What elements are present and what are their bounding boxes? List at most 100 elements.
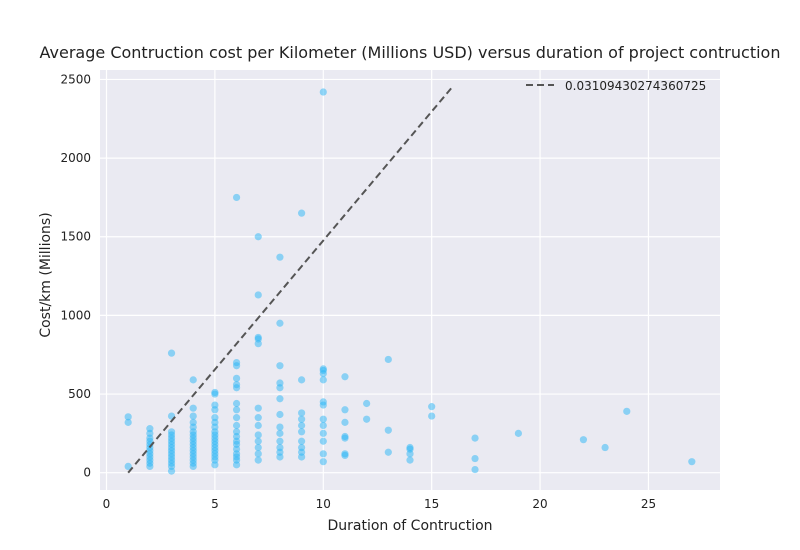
y-axis-ticks: 0 500 1000 1500 2000 2500 [60, 72, 91, 479]
scatter-point [124, 462, 132, 471]
scatter-point [623, 407, 631, 415]
scatter-point [276, 379, 284, 387]
scatter-point [298, 421, 306, 430]
scatter-point [276, 253, 284, 261]
legend: 0.03109430274360725 [526, 79, 706, 93]
scatter-point [232, 414, 241, 422]
scatter-point [384, 426, 392, 434]
scatter-point [471, 434, 479, 442]
scatter-point [254, 421, 262, 430]
scatter-point [406, 443, 414, 452]
data-points [124, 88, 696, 475]
scatter-point [124, 413, 132, 421]
scatter-point [471, 454, 479, 463]
x-tick-label: 15 [424, 497, 439, 511]
scatter-point [254, 450, 262, 458]
scatter-point [319, 429, 327, 437]
scatter-point [601, 443, 609, 452]
scatter-point [189, 418, 197, 426]
scatter-point [406, 456, 414, 464]
scatter-point [232, 381, 241, 389]
scatter-point [298, 376, 306, 384]
scatter-point [298, 409, 306, 417]
scatter-point [319, 437, 327, 445]
scatter-point [232, 406, 241, 414]
scatter-point [471, 465, 479, 474]
scatter-point [254, 443, 262, 452]
scatter-point [254, 456, 262, 464]
scatter-point [298, 209, 306, 217]
y-tick-label: 500 [68, 387, 91, 401]
scatter-point [298, 428, 306, 436]
y-tick-label: 2500 [60, 72, 91, 86]
scatter-point [688, 458, 696, 466]
scatter-point [363, 415, 371, 423]
scatter-point [363, 399, 371, 408]
scatter-point [189, 404, 197, 412]
x-tick-label: 25 [641, 497, 656, 511]
scatter-point [428, 403, 436, 411]
scatter-point [276, 437, 284, 445]
scatter-point [232, 358, 241, 367]
x-axis-ticks: 0 5 10 15 20 25 [103, 497, 656, 511]
scatter-point [254, 233, 262, 241]
grid-lines [100, 70, 720, 490]
scatter-point [319, 365, 327, 373]
y-tick-label: 1000 [60, 308, 91, 322]
scatter-point [232, 421, 241, 430]
scatter-point [276, 395, 284, 403]
scatter-point [254, 414, 262, 422]
scatter-point [276, 423, 284, 431]
scatter-point [276, 429, 284, 437]
scatter-point [254, 437, 262, 445]
scatter-point [298, 443, 306, 452]
y-tick-label: 0 [83, 466, 91, 480]
scatter-point [276, 443, 284, 452]
scatter-point [254, 333, 262, 342]
scatter-point [167, 428, 176, 436]
y-tick-label: 2000 [60, 151, 91, 165]
scatter-point [276, 319, 284, 327]
scatter-point [146, 425, 154, 433]
scatter-point [514, 429, 522, 437]
scatter-point [254, 404, 262, 412]
y-axis-label: Cost/km (Millions) [38, 212, 54, 337]
scatter-point [189, 412, 197, 420]
scatter-point [211, 401, 219, 409]
scatter-point [319, 415, 327, 423]
scatter-point [232, 428, 241, 436]
scatter-point [232, 399, 241, 408]
scatter-point [276, 410, 284, 419]
scatter-point [319, 88, 327, 96]
legend-label: 0.03109430274360725 [565, 79, 706, 93]
x-tick-label: 5 [211, 497, 219, 511]
scatter-point [124, 418, 132, 426]
scatter-point [341, 432, 349, 441]
scatter-point [384, 355, 392, 364]
scatter-point [341, 418, 349, 426]
scatter-point [276, 362, 284, 370]
scatter-point [341, 450, 349, 458]
scatter-point [254, 291, 262, 299]
trend-line [127, 85, 455, 474]
scatter-point [428, 412, 436, 420]
scatter-point [298, 437, 306, 445]
x-tick-label: 0 [103, 497, 111, 511]
scatter-point [319, 450, 327, 458]
scatter-point [211, 414, 219, 422]
x-tick-label: 10 [316, 497, 331, 511]
scatter-point [579, 436, 588, 444]
scatter-point [232, 374, 241, 382]
scatter-point [189, 376, 197, 384]
scatter-point [211, 388, 219, 397]
scatter-point [319, 398, 327, 406]
scatter-point [167, 349, 176, 357]
plot-background [100, 70, 720, 490]
scatter-point [319, 458, 327, 466]
scatter-point [384, 448, 392, 456]
scatter-point [254, 431, 262, 439]
chart-title: Average Contruction cost per Kilometer (… [40, 43, 781, 62]
scatter-point [341, 406, 349, 414]
scatter-point [341, 373, 349, 381]
